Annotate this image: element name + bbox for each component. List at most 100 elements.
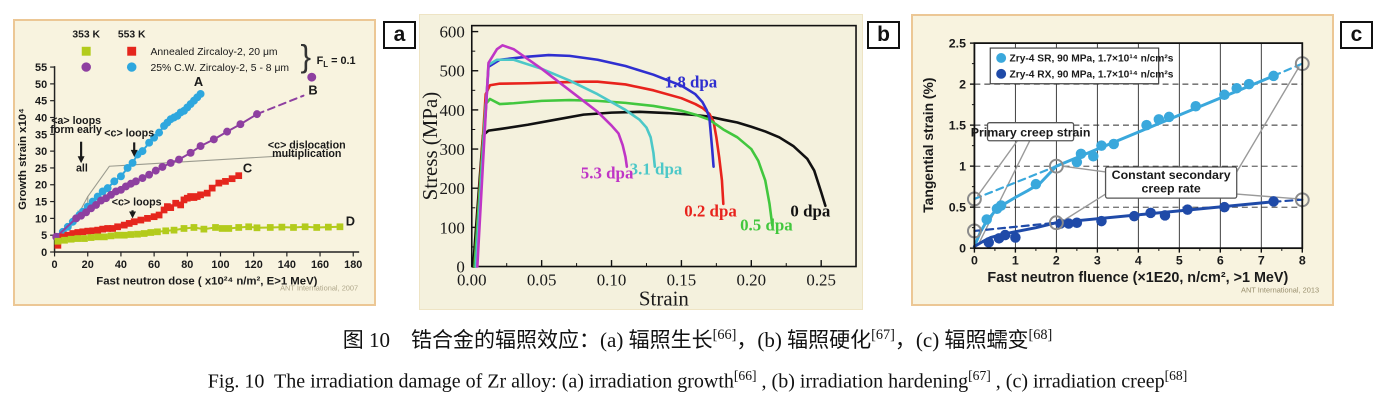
svg-text:60: 60 xyxy=(148,259,160,271)
svg-text:140: 140 xyxy=(278,259,296,271)
svg-text:200: 200 xyxy=(439,179,464,198)
svg-text:creep rate: creep rate xyxy=(1142,182,1201,196)
svg-text:100: 100 xyxy=(211,259,229,271)
svg-text:10: 10 xyxy=(35,213,47,225)
svg-text:FL = 0.1: FL = 0.1 xyxy=(317,55,356,69)
svg-text:6: 6 xyxy=(1217,254,1224,268)
svg-text:D: D xyxy=(346,213,355,228)
svg-text:0.00: 0.00 xyxy=(457,270,487,289)
svg-text:<c> loops: <c> loops xyxy=(112,196,162,208)
svg-text:Fast neutron dose ( x10²⁴ n/m²: Fast neutron dose ( x10²⁴ n/m², E>1 MeV) xyxy=(96,276,317,288)
svg-text:4: 4 xyxy=(1135,254,1142,268)
svg-text:45: 45 xyxy=(35,96,47,108)
svg-text:C: C xyxy=(243,161,252,176)
svg-text:Constant secondary: Constant secondary xyxy=(1112,168,1231,182)
irradiation-growth-chart: 0 5 10 15 20 25 30 35 40 45 50 55 0 20 40 60 80 100 120 140… xyxy=(17,29,362,293)
caption-english: Fig. 10 The irradiation damage of Zr all… xyxy=(0,368,1395,394)
caption-en-text: Fig. 10 The irradiation damage of Zr all… xyxy=(207,370,734,393)
svg-text:300: 300 xyxy=(439,140,464,159)
svg-text:Primary creep strain: Primary creep strain xyxy=(971,126,1091,140)
irradiation-hardening-chart: 0 100 200 300 400 500 600 0.00 0.05 0.10 0.15 0.20 0… xyxy=(420,23,857,309)
svg-text:120: 120 xyxy=(245,259,263,271)
svg-text:40: 40 xyxy=(35,112,47,124)
svg-text:553 K: 553 K xyxy=(118,29,146,40)
svg-text:1: 1 xyxy=(959,159,966,173)
panel-label-a: a xyxy=(383,21,416,49)
svg-text:ANT International, 2013: ANT International, 2013 xyxy=(1241,286,1319,295)
svg-text:55: 55 xyxy=(35,62,47,74)
svg-text:2.5: 2.5 xyxy=(949,36,966,50)
svg-text:Zry-4 RX, 90 MPa, 1.7×10¹⁴ n/c: Zry-4 RX, 90 MPa, 1.7×10¹⁴ n/cm²s xyxy=(1010,70,1174,81)
svg-text:ANT International, 2007: ANT International, 2007 xyxy=(280,284,358,293)
svg-text:180: 180 xyxy=(344,259,362,271)
svg-text:Tangential strain (%): Tangential strain (%) xyxy=(920,78,936,213)
svg-text:}: } xyxy=(300,38,311,74)
svg-text:30: 30 xyxy=(35,146,47,158)
svg-text:2: 2 xyxy=(1053,254,1060,268)
svg-text:5.3 dpa: 5.3 dpa xyxy=(581,163,634,182)
caption-en-text: , (c) irradiation creep xyxy=(990,370,1165,393)
ref-66: [66] xyxy=(712,327,737,343)
svg-text:5: 5 xyxy=(41,230,47,242)
caption-zh-text: ，(b) 辐照硬化 xyxy=(736,328,872,352)
svg-text:0: 0 xyxy=(959,241,966,255)
ref-68: [68] xyxy=(1028,327,1053,343)
svg-text:400: 400 xyxy=(439,101,464,120)
svg-text:1: 1 xyxy=(1012,254,1019,268)
svg-text:0.15: 0.15 xyxy=(667,270,697,289)
svg-text:353 K: 353 K xyxy=(72,29,100,40)
svg-text:3.1 dpa: 3.1 dpa xyxy=(630,160,683,179)
svg-text:Stress (MPa): Stress (MPa) xyxy=(420,92,442,201)
svg-text:500: 500 xyxy=(439,62,464,81)
svg-text:0.25: 0.25 xyxy=(806,270,836,289)
ref-67: [67] xyxy=(871,327,895,343)
svg-text:20: 20 xyxy=(35,180,47,192)
svg-text:0: 0 xyxy=(971,254,978,268)
svg-text:all: all xyxy=(76,163,88,175)
svg-text:0.05: 0.05 xyxy=(527,270,557,289)
svg-text:0.20: 0.20 xyxy=(737,270,767,289)
panel-label-c: c xyxy=(1340,21,1373,49)
svg-text:multiplication: multiplication xyxy=(272,148,341,160)
svg-text:0 dpa: 0 dpa xyxy=(790,201,830,220)
svg-text:40: 40 xyxy=(115,259,127,271)
svg-text:8: 8 xyxy=(1299,254,1306,268)
svg-text:<a> loops: <a> loops xyxy=(51,115,101,127)
svg-text:Fast neutron fluence (×1E20, n: Fast neutron fluence (×1E20, n/cm², >1 M… xyxy=(987,270,1288,286)
ref-66: [66] xyxy=(733,368,757,383)
svg-text:0.5 dpa: 0.5 dpa xyxy=(740,216,793,235)
svg-text:Strain: Strain xyxy=(639,286,689,309)
svg-text:0: 0 xyxy=(41,247,47,259)
svg-text:0.10: 0.10 xyxy=(597,270,627,289)
svg-text:3: 3 xyxy=(1094,254,1101,268)
panel-a-irradiation-growth: 0 5 10 15 20 25 30 35 40 45 50 55 0 20 40 60 80 100 120 140… xyxy=(13,19,376,306)
svg-text:160: 160 xyxy=(311,259,329,271)
svg-text:form early: form early xyxy=(50,124,102,136)
svg-text:0.2 dpa: 0.2 dpa xyxy=(684,201,737,220)
ref-68: [68] xyxy=(1164,368,1188,383)
caption-chinese: 图 10 锆合金的辐照效应：(a) 辐照生长[66]，(b) 辐照硬化[67]，… xyxy=(0,324,1395,354)
svg-text:<c> loops: <c> loops xyxy=(104,127,154,139)
caption-en-text: , (b) irradiation hardening xyxy=(756,370,969,393)
irradiation-creep-chart: 0 1 2 3 4 5 6 7 8 0 0.5 1 1.5 2 2.5 Primary creep strai… xyxy=(920,36,1319,295)
svg-text:Zry-4 SR, 90 MPa, 1.7×10¹⁴ n/c: Zry-4 SR, 90 MPa, 1.7×10¹⁴ n/cm²s xyxy=(1010,54,1174,65)
ref-67: [67] xyxy=(968,368,991,383)
svg-text:600: 600 xyxy=(439,23,464,42)
caption-zh-text: ，(c) 辐照蠕变 xyxy=(894,328,1029,352)
svg-text:0.5: 0.5 xyxy=(949,200,966,214)
svg-text:1.8 dpa: 1.8 dpa xyxy=(665,73,718,92)
svg-text:20: 20 xyxy=(82,259,94,271)
svg-text:<c> dislocation: <c> dislocation xyxy=(268,139,346,151)
panel-b-irradiation-hardening: 0 100 200 300 400 500 600 0.00 0.05 0.10 0.15 0.20 0… xyxy=(419,14,863,310)
panel-c-irradiation-creep: 0 1 2 3 4 5 6 7 8 0 0.5 1 1.5 2 2.5 Primary creep strai… xyxy=(911,14,1334,306)
svg-text:7: 7 xyxy=(1258,254,1265,268)
caption-zh-text: 图 10 锆合金的辐照效应：(a) 辐照生长 xyxy=(342,328,713,352)
svg-text:25: 25 xyxy=(35,163,47,175)
svg-text:2: 2 xyxy=(959,77,966,91)
svg-text:B: B xyxy=(308,83,317,98)
svg-text:0: 0 xyxy=(456,257,464,276)
svg-text:5: 5 xyxy=(1176,254,1183,268)
svg-text:A: A xyxy=(194,74,203,89)
svg-text:25% C.W. Zircaloy-2, 5 - 8 μm: 25% C.W. Zircaloy-2, 5 - 8 μm xyxy=(150,63,289,74)
